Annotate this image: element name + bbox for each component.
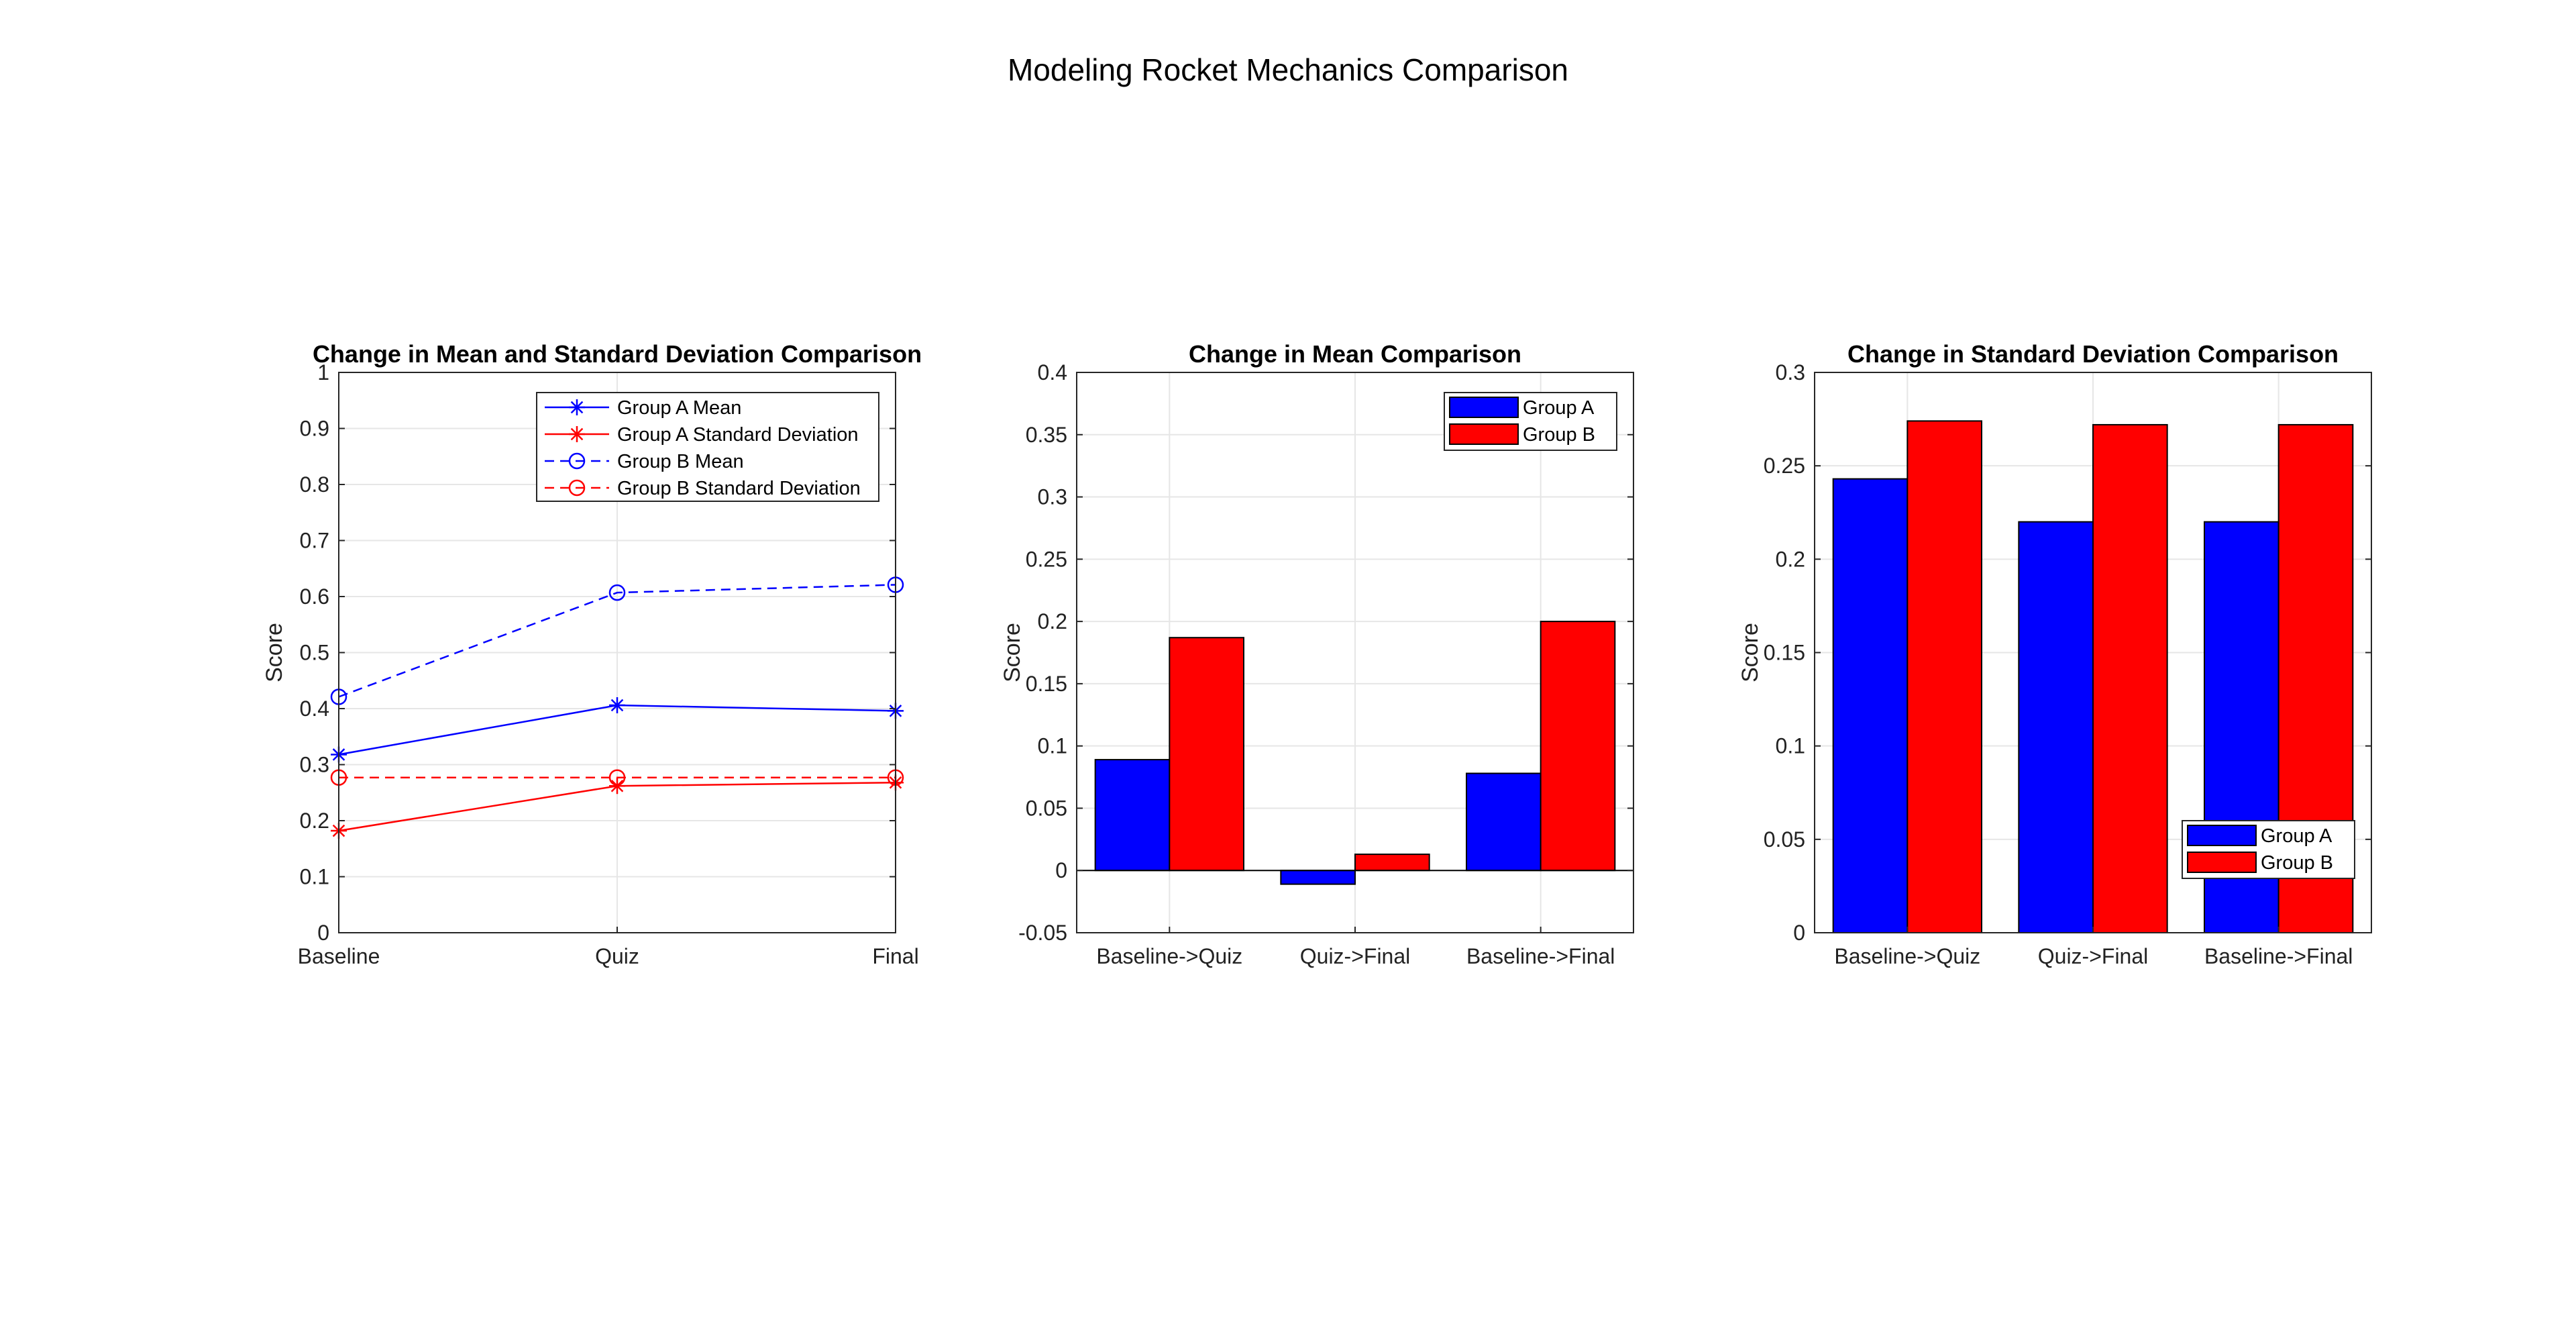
x-tick-label: Baseline->Quiz	[1096, 944, 1242, 968]
legend-item: Group B	[2187, 852, 2333, 874]
y-tick-label: 0.25	[1026, 547, 1067, 571]
x-tick-label: Baseline	[298, 944, 380, 968]
y-tick-label: 0.8	[300, 472, 329, 497]
series-1	[331, 697, 904, 763]
y-tick-label: 0	[317, 921, 329, 945]
legend-marker	[570, 427, 584, 441]
y-axis-label: Score	[1000, 623, 1025, 682]
x-tick-label: Baseline->Quiz	[1834, 944, 1980, 968]
legend-item: Group B	[1449, 423, 1595, 446]
data-point	[608, 584, 626, 601]
y-tick-label: 0.35	[1026, 423, 1067, 447]
y-tick-label: 0.1	[300, 865, 329, 889]
series-1	[1094, 759, 1542, 885]
y-tick-label: 0.9	[300, 417, 329, 441]
bar	[1094, 759, 1171, 872]
subplot-1: 0 0.1 0.2 0.3 0.4 0.5 0.6 0.7 0.8 0.9 1 Baseline Qui…	[262, 340, 922, 968]
legend-marker	[570, 401, 584, 414]
y-axis-label: Score	[262, 623, 287, 682]
legend-swatch	[1449, 423, 1519, 445]
x-tick-label: Final	[872, 944, 918, 968]
x-tick-label: Baseline->Final	[1466, 944, 1615, 968]
y-tick-label: 0.1	[1038, 734, 1067, 758]
subplot-title: Change in Mean and Standard Deviation Co…	[313, 340, 922, 368]
bar	[1540, 621, 1616, 872]
legend-box	[536, 392, 879, 502]
y-tick-label: 0.7	[300, 529, 329, 553]
y-tick-label: 0.6	[300, 584, 329, 609]
y-tick-label: 0	[1793, 921, 1805, 945]
legend-label: Group B	[1523, 424, 1595, 446]
y-tick-label: -0.05	[1018, 921, 1067, 945]
legend-item: Group B Mean	[545, 451, 744, 472]
legend-item: Group B Standard Deviation	[545, 478, 861, 499]
x-tick-label: Baseline->Final	[2204, 944, 2353, 968]
y-tick-label: 0.2	[1776, 547, 1805, 571]
bar	[1907, 420, 1982, 933]
subplot-title: Change in Mean Comparison	[1189, 340, 1521, 368]
legend-item: Group A	[1449, 397, 1595, 419]
y-tick-label: 0.15	[1764, 641, 1805, 665]
y-axis-label: Score	[1737, 623, 1763, 682]
legend-label: Group B Mean	[617, 451, 744, 472]
y-tick-label: 0.2	[1038, 609, 1067, 633]
y-tick-label: 0.5	[300, 641, 329, 665]
y-tick-label: 0.1	[1776, 734, 1805, 758]
data-point	[609, 778, 625, 794]
y-tick-label: 0.4	[300, 697, 329, 721]
x-tick-label: Quiz->Final	[1300, 944, 1411, 968]
y-tick-label: 0	[1055, 858, 1067, 882]
bar	[1466, 772, 1542, 872]
legend-item: Group A Mean	[545, 397, 741, 419]
y-tick-label: 0.3	[300, 753, 329, 777]
subplots: 0 0.1 0.2 0.3 0.4 0.5 0.6 0.7 0.8 0.9 1 Baseline Qui…	[262, 340, 2372, 968]
legend-label: Group A Mean	[617, 397, 741, 419]
bar	[2092, 423, 2168, 933]
legend-swatch	[2187, 825, 2257, 846]
subplot-title: Change in Standard Deviation Comparison	[1847, 340, 2339, 368]
bar	[1169, 637, 1245, 872]
series-2	[1169, 621, 1616, 872]
y-tick-label: 0.05	[1026, 796, 1067, 820]
legend: Group A Mean Group A Standard Deviation Gr…	[536, 392, 879, 502]
bar	[1354, 854, 1430, 872]
y-tick-label: 0.25	[1764, 454, 1805, 478]
legend-label: Group A	[1523, 397, 1595, 419]
legend-swatch	[2187, 852, 2257, 873]
bar	[1280, 870, 1356, 885]
y-tick-label: 0.3	[1038, 485, 1067, 509]
legend-item: Group A	[2187, 825, 2332, 847]
y-tick-label: 1	[317, 360, 329, 384]
y-tick-label: 0.2	[300, 809, 329, 833]
y-tick-label: 0.15	[1026, 672, 1067, 696]
legend-label: Group A Standard Deviation	[617, 424, 859, 446]
subplot-2: -0.05 0 0.05 0.1 0.15 0.2 0.25 0.3 0.35 0.4 Baseli…	[1000, 340, 1634, 968]
x-tick-label: Quiz->Final	[2038, 944, 2149, 968]
legend-item: Group A Standard Deviation	[545, 424, 859, 446]
y-tick-label: 0.3	[1776, 360, 1805, 384]
legend: Group A Group B	[1444, 392, 1617, 451]
legend-swatch	[1449, 397, 1519, 418]
subplot-3: 0 0.05 0.1 0.15 0.2 0.25 0.3 Baseline->Quiz Quiz…	[1737, 340, 2372, 968]
legend: Group A Group B	[2182, 820, 2355, 879]
bar	[1832, 478, 1909, 933]
legend-label: Group B	[2261, 852, 2333, 874]
y-tick-label: 0.4	[1038, 360, 1067, 384]
series-line	[338, 584, 896, 698]
data-point	[609, 697, 625, 713]
legend-marker	[568, 452, 586, 470]
legend-marker	[568, 479, 586, 497]
x-tick-label: Quiz	[595, 944, 639, 968]
legend-label: Group A	[2261, 825, 2332, 847]
y-tick-label: 0.05	[1764, 827, 1805, 852]
figure-title: Modeling Rocket Mechanics Comparison	[1008, 52, 1568, 87]
bar	[2018, 521, 2094, 933]
data-point	[608, 769, 626, 786]
legend-label: Group B Standard Deviation	[617, 478, 861, 499]
